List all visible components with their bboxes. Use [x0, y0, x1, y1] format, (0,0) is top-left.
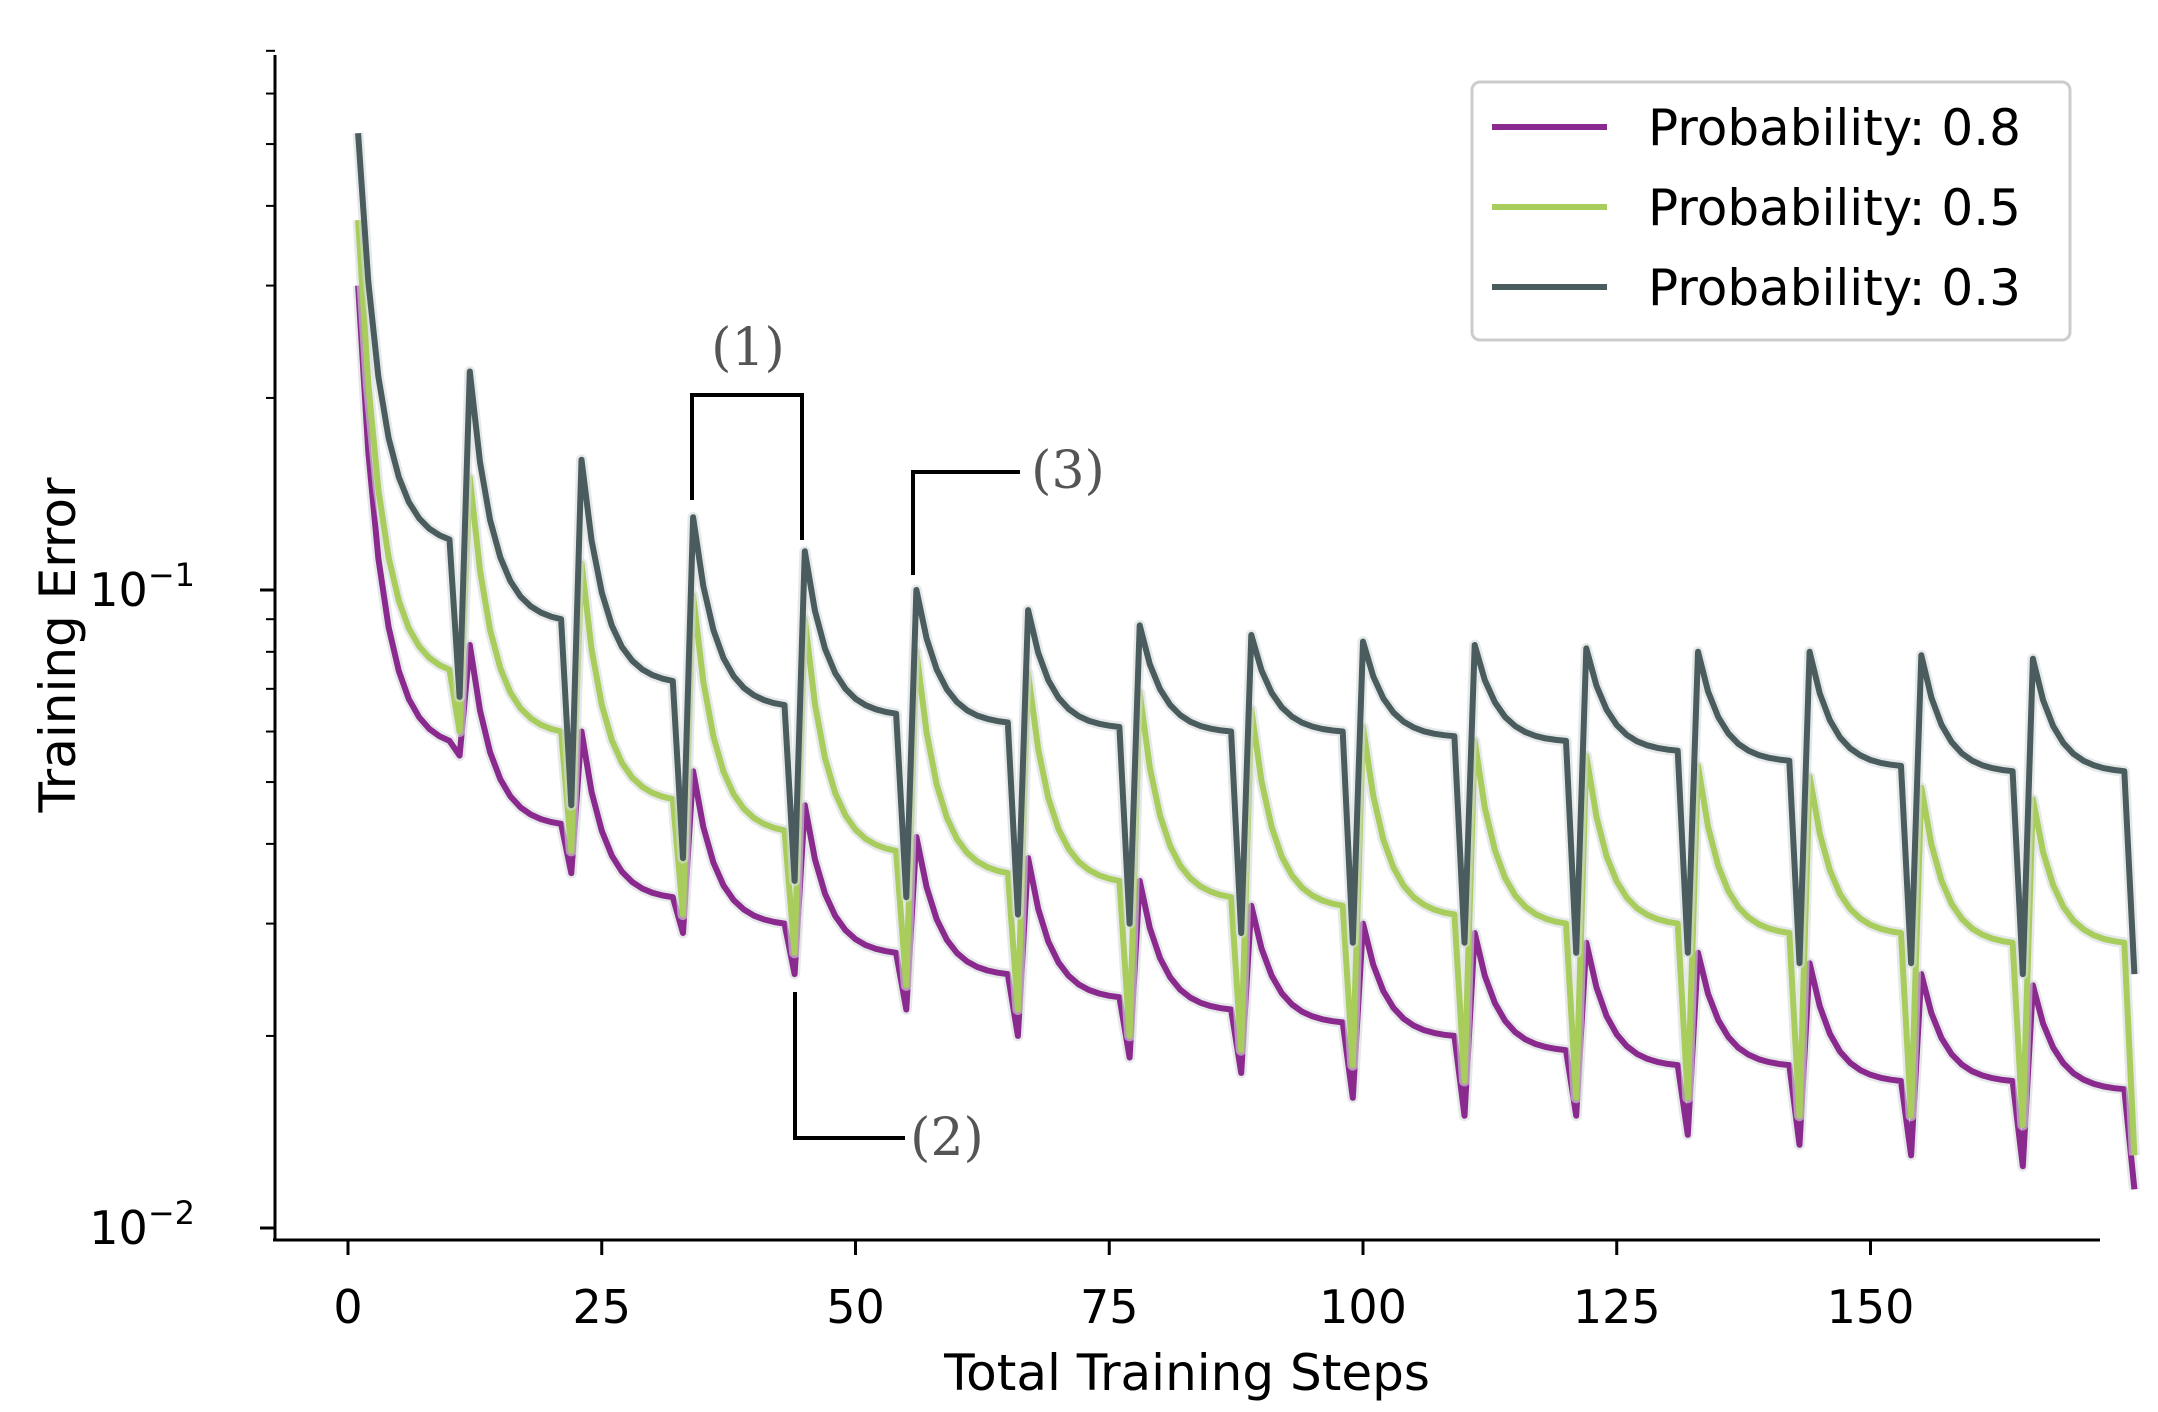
annotation-3-bracket [911, 470, 1020, 575]
legend-label-0: Probability: 0.8 [1648, 99, 2021, 157]
x-tick-label-100: 100 [1319, 1280, 1407, 1334]
x-tick-label-75: 75 [1080, 1280, 1139, 1334]
annotation-1-bracket [690, 393, 804, 540]
x-tick-label-50: 50 [826, 1280, 885, 1334]
legend-box [1470, 80, 2072, 342]
y-tick-label-0: 10−1 [89, 556, 195, 617]
legend-label-1: Probability: 0.5 [1648, 179, 2021, 237]
legend: Probability: 0.8 Probability: 0.5 Probab… [1470, 80, 2072, 342]
y-axis-title: Training Error [29, 477, 87, 814]
y-ticks: 10−1 10−2 [89, 49, 275, 1255]
x-tick-label-0: 0 [333, 1280, 362, 1334]
y-tick-label-1: 10−2 [89, 1194, 195, 1255]
annotation-2-label: (2) [910, 1108, 984, 1168]
x-ticks: 0 25 50 75 100 125 150 [333, 1240, 1914, 1334]
series-2-line [355, 132, 2138, 978]
legend-label-2: Probability: 0.3 [1648, 259, 2021, 317]
annotation-3-label: (3) [1031, 441, 1105, 501]
series-lines [352, 132, 2140, 1190]
x-tick-label-125: 125 [1573, 1280, 1661, 1334]
annotation-2-bracket [793, 992, 905, 1140]
x-tick-label-150: 150 [1827, 1280, 1915, 1334]
annotation-1-label: (1) [711, 318, 785, 378]
x-axis-title: Total Training Steps [943, 1344, 1430, 1402]
annotations: (1) (2) (3) [690, 318, 1105, 1168]
x-tick-label-25: 25 [572, 1280, 631, 1334]
